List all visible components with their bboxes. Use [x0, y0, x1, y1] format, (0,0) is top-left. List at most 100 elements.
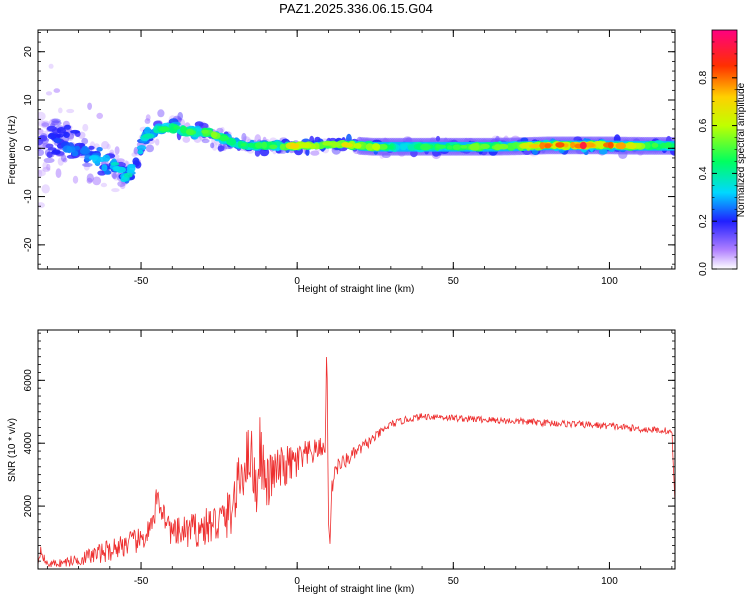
heatmap-cell: [529, 144, 540, 149]
heatmap-cell: [226, 138, 237, 146]
heatmap-cell: [101, 141, 110, 150]
heatmap-cell: [46, 125, 57, 132]
heatmap-cell: [241, 132, 247, 142]
heatmap-cell: [218, 135, 230, 141]
heatmap-cell: [300, 143, 309, 148]
heatmap-cell: [643, 142, 651, 149]
colorbar-label: Normalized spectral amplitude: [736, 82, 747, 217]
heatmap-cell: [56, 133, 64, 138]
heatmap-cell: [55, 168, 62, 179]
heatmap-cell: [100, 182, 108, 188]
snr-frame: [37, 329, 676, 570]
heatmap-cell: [332, 141, 339, 148]
heatmap-cell: [269, 144, 278, 150]
x-tick-label: 50: [448, 576, 460, 587]
colorbar-tick-label: 0.6: [698, 118, 709, 132]
y-tick-label: 10: [23, 94, 34, 106]
heatmap-cell: [217, 145, 225, 152]
heatmap-cell: [38, 135, 46, 141]
heatmap-cell: [82, 123, 89, 132]
heatmap-cell: [38, 128, 44, 135]
heatmap-cell: [51, 118, 61, 124]
heatmap-cell: [142, 133, 153, 139]
heatmap-cell: [310, 150, 320, 156]
colorbar: 0.0 0.2 0.4 0.6 0.8 Normalized spectral ampl…: [698, 29, 747, 276]
heatmap-cell: [201, 129, 209, 134]
y-tick-label: 0: [23, 145, 34, 151]
heatmap-cell: [153, 129, 159, 134]
heatmap-cell: [279, 143, 285, 151]
heatmap-cell: [47, 133, 57, 140]
heatmap-cell: [353, 143, 362, 149]
heatmap-cell: [111, 188, 120, 193]
y-tick-label: 6000: [23, 369, 34, 392]
heatmap-cell: [182, 136, 191, 143]
heatmap-cell: [435, 135, 441, 142]
heatmap-cell: [38, 111, 46, 121]
heatmap-cell: [480, 143, 490, 149]
heatmap-cell: [598, 149, 608, 155]
heatmap-cell: [66, 146, 73, 154]
heatmap-cell: [452, 144, 461, 150]
spectrogram-frame: [37, 29, 676, 270]
x-tick-label: -50: [134, 576, 149, 587]
heatmap-cell: [88, 155, 99, 160]
heatmap-cell: [56, 126, 66, 134]
snr-panel: -50 0 50 100 2000 4000 6000 Height of straight…: [7, 329, 676, 595]
heatmap-cell: [381, 152, 391, 158]
y-tick-label: 2000: [23, 495, 34, 518]
heatmap-cell: [126, 169, 135, 174]
spectrogram-xlabel: Height of straight line (km): [298, 284, 415, 295]
heatmap-cell: [144, 126, 152, 135]
heatmap-cell: [82, 162, 93, 167]
heatmap-cell: [41, 122, 50, 127]
heatmap-cell: [52, 149, 61, 154]
spectrogram-heatmap: [38, 63, 675, 209]
heatmap-cell: [84, 154, 93, 162]
heatmap-cell: [420, 143, 431, 151]
heatmap-cell: [210, 142, 215, 149]
heatmap-cell: [110, 162, 120, 166]
heatmap-cell: [210, 131, 218, 138]
heatmap-cell: [607, 141, 614, 149]
heatmap-cell: [261, 141, 267, 149]
heatmap-cell: [615, 142, 627, 150]
y-tick-label: -10: [23, 189, 34, 204]
heatmap-cell: [305, 148, 310, 156]
heatmap-cell: [64, 124, 71, 130]
x-tick-label: 0: [294, 276, 300, 287]
heatmap-cell: [79, 147, 91, 155]
heatmap-cell: [86, 173, 94, 183]
heatmap-cell: [53, 137, 62, 144]
y-tick-label: -20: [23, 237, 34, 252]
heatmap-cell: [378, 144, 388, 150]
x-tick-label: 100: [601, 276, 618, 287]
colorbar-tick-label: 0.4: [698, 166, 709, 180]
heatmap-cell: [519, 143, 530, 149]
spectrogram-axes: -50 0 50 100 -20 -10 0 10 20: [23, 30, 675, 287]
heatmap-cell: [155, 138, 160, 146]
heatmap-cell: [372, 143, 381, 151]
colorbar-tick-label: 0.8: [698, 70, 709, 84]
colorbar-ticks: 0.0 0.2 0.4 0.6 0.8: [698, 41, 737, 276]
x-tick-label: 100: [601, 576, 618, 587]
heatmap-cell: [38, 148, 45, 157]
heatmap-cell: [159, 126, 170, 132]
heatmap-cell: [185, 128, 194, 136]
y-tick-label: 20: [23, 46, 34, 58]
heatmap-cell: [38, 170, 43, 178]
chart-title: PAZ1.2025.336.06.15.G04: [279, 1, 433, 16]
heatmap-cell: [623, 143, 633, 149]
heatmap-cell: [48, 63, 54, 69]
x-tick-label: 0: [294, 576, 300, 587]
heatmap-cell: [43, 157, 55, 163]
heatmap-cell: [81, 137, 89, 145]
x-tick-label: -50: [134, 276, 149, 287]
heatmap-cell: [114, 146, 120, 155]
heatmap-cell: [96, 157, 107, 162]
heatmap-cell: [157, 109, 165, 118]
heatmap-cell: [72, 175, 79, 184]
heatmap-cell: [117, 180, 126, 187]
heatmap-cell: [240, 143, 247, 147]
heatmap-cell: [88, 145, 95, 150]
